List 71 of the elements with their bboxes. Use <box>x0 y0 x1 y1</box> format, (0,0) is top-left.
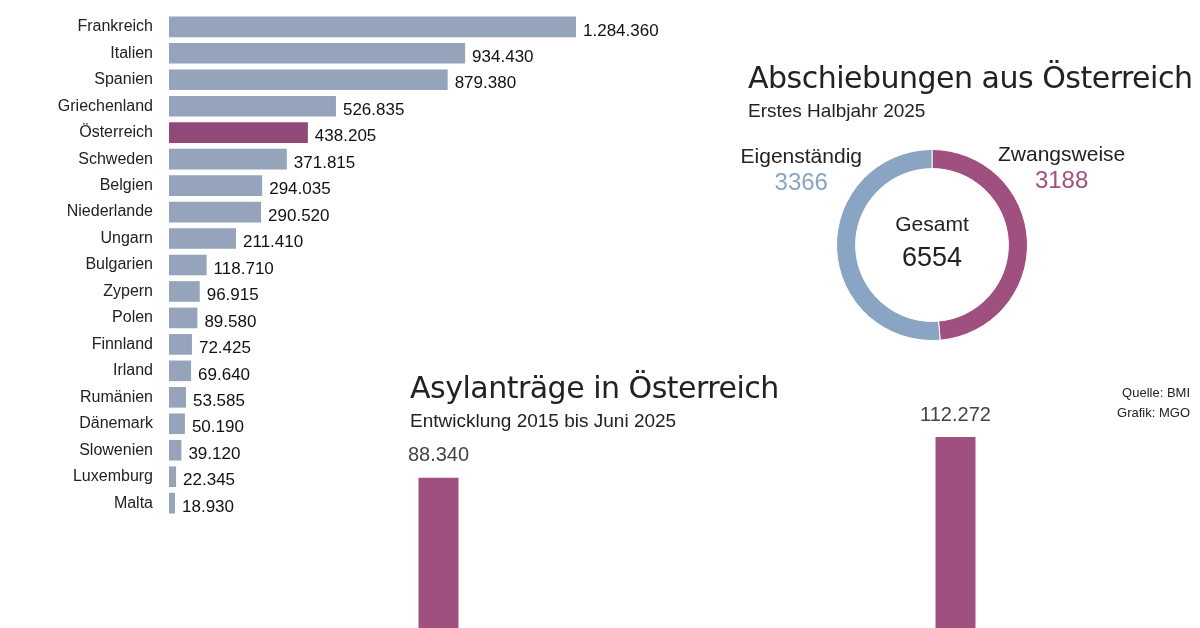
y-tick-label: Ungarn <box>100 228 153 246</box>
bar <box>169 201 262 223</box>
y-tick-label: Slowenien <box>79 440 153 458</box>
y-tick-label: Zypern <box>103 281 153 299</box>
y-tick-label: Österreich <box>79 123 153 141</box>
data-label: 438.205 <box>314 126 377 146</box>
bar <box>169 387 186 408</box>
data-label: 18.930 <box>182 496 234 516</box>
text: Grafik: MGO <box>1117 405 1190 420</box>
data-label: 371.815 <box>293 152 356 172</box>
y-tick-label: Luxemburg <box>72 467 153 485</box>
y-tick-label: Griechenland <box>57 96 153 114</box>
data-label: 290.520 <box>268 205 330 225</box>
bar <box>169 69 448 91</box>
y-tick-label: Irland <box>112 361 153 379</box>
data-label: 3188 <box>1033 166 1090 194</box>
y-tick-label: Dänemark <box>79 414 154 432</box>
slice-label: Eigenständig <box>740 144 862 168</box>
bar <box>169 281 200 302</box>
bar <box>169 148 287 170</box>
chart-title: Abschiebungen aus Österreich <box>748 60 1193 95</box>
bar <box>169 492 175 514</box>
text: 6554 <box>900 242 964 273</box>
bar <box>169 254 207 276</box>
bar <box>169 439 182 461</box>
source-note: Quelle: BMI <box>1122 385 1190 400</box>
y-tick-label: Schweden <box>78 149 153 167</box>
data-label: 294.035 <box>269 179 331 199</box>
bar <box>169 334 192 355</box>
chart-subtitle: Entwicklung 2015 bis Juni 2025 <box>410 410 677 432</box>
data-label: 879.380 <box>454 73 517 93</box>
data-label: 39.120 <box>188 443 241 463</box>
data-label: 69.640 <box>198 364 251 384</box>
bar <box>169 360 192 382</box>
data-label: 50.190 <box>191 417 244 437</box>
data-label: 3366 <box>773 168 829 196</box>
bar <box>169 122 308 144</box>
data-label: 72.425 <box>198 338 251 358</box>
y-tick-label: Italien <box>110 43 153 61</box>
data-label: 22.345 <box>183 470 236 490</box>
y-tick-label: Spanien <box>94 70 153 88</box>
bar <box>169 16 576 38</box>
bar <box>169 307 198 329</box>
y-tick-label: Bulgarien <box>85 255 153 273</box>
bar <box>169 228 236 249</box>
data-label: 526.835 <box>342 99 405 119</box>
slice-label: Zwangsweise <box>998 142 1126 166</box>
y-tick-label: Niederlande <box>66 202 154 220</box>
data-label: 96.915 <box>206 285 259 305</box>
data-label: 1.284.360 <box>583 20 659 40</box>
y-tick-label: Finnland <box>91 334 153 352</box>
y-tick-label: Malta <box>113 493 154 511</box>
chart-title: Asylanträge in Österreich <box>410 370 779 405</box>
y-tick-label: Frankreich <box>77 17 153 35</box>
y-tick-label: Belgien <box>99 176 153 194</box>
bar <box>169 413 185 435</box>
text: Gesamt <box>894 212 970 236</box>
chart-subtitle: Erstes Halbjahr 2025 <box>748 100 926 122</box>
data-label: 934.430 <box>472 46 534 66</box>
y-tick-label: Rumänien <box>80 387 153 405</box>
data-label: 88.340 <box>407 443 470 466</box>
data-label: 211.410 <box>242 232 304 252</box>
data-label: 112.272 <box>920 402 991 425</box>
bar <box>169 42 466 64</box>
data-label: 118.710 <box>213 258 274 278</box>
data-label: 89.580 <box>204 311 257 331</box>
bar <box>169 95 336 117</box>
bar <box>169 175 263 196</box>
bar <box>169 466 177 488</box>
data-label: 53.585 <box>192 391 245 410</box>
y-tick-label: Polen <box>112 308 153 326</box>
